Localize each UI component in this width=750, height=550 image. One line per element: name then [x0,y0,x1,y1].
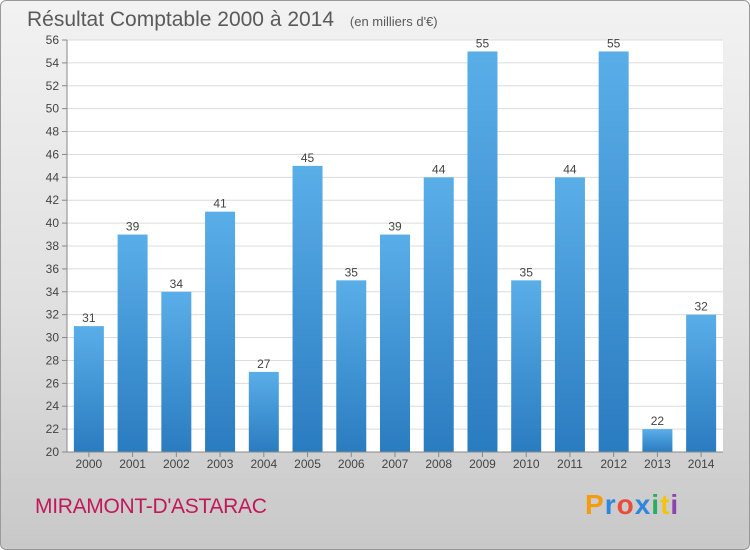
bar-value-label: 44 [563,162,577,176]
y-tick-label: 26 [46,376,60,390]
bar [336,280,367,452]
x-tick-label: 2010 [513,457,540,471]
bar [511,280,542,452]
bar-value-label: 35 [345,265,359,279]
bar-value-label: 22 [651,414,665,428]
bar-value-label: 55 [476,36,490,50]
y-tick-label: 32 [46,308,60,322]
y-tick-label: 52 [46,79,60,93]
y-tick-label: 24 [46,399,60,413]
bar [117,234,148,452]
logo-letter: o [616,489,635,520]
bar [642,429,673,452]
y-tick-label: 48 [46,125,60,139]
bar [423,177,454,453]
logo-letter: t [660,489,671,520]
bar [554,177,585,453]
bar-value-label: 35 [520,265,534,279]
logo-letter: i [670,489,680,520]
bar [205,211,236,452]
x-tick-label: 2004 [250,457,277,471]
bar [686,314,717,452]
y-tick-label: 38 [46,239,60,253]
bar-value-label: 41 [213,197,227,211]
y-tick-label: 34 [46,285,60,299]
bar-value-label: 44 [432,162,446,176]
bar-value-label: 32 [694,300,708,314]
bar [73,326,104,452]
x-tick-label: 2008 [425,457,452,471]
bar-value-label: 27 [257,357,271,371]
bar-value-label: 34 [170,277,184,291]
y-tick-label: 42 [46,193,60,207]
proxiti-logo: Proxiti [585,489,679,521]
y-tick-label: 36 [46,262,60,276]
bar-value-label: 39 [126,220,140,234]
bar-value-label: 39 [388,220,402,234]
bar [292,165,323,452]
x-tick-label: 2006 [338,457,365,471]
y-tick-label: 30 [46,331,60,345]
x-tick-label: 2000 [76,457,103,471]
x-tick-label: 2003 [207,457,234,471]
logo-letter: i [651,489,661,520]
y-tick-label: 50 [46,102,60,116]
chart-subtitle: (en milliers d'€) [349,14,438,29]
commune-name: MIRAMONT-D'ASTARAC [35,495,267,518]
bar [380,234,410,452]
x-tick-label: 2002 [163,457,190,471]
bar-value-label: 45 [301,151,315,165]
y-tick-label: 54 [46,56,60,70]
bar [161,291,192,452]
y-tick-label: 20 [46,445,60,459]
y-tick-label: 46 [46,147,60,161]
x-tick-label: 2011 [557,457,583,471]
logo-letter: r [604,489,617,520]
x-tick-label: 2009 [469,457,496,471]
x-tick-label: 2001 [119,457,146,471]
y-tick-label: 44 [46,170,60,184]
bar-value-label: 55 [607,36,621,50]
x-tick-label: 2014 [688,457,715,471]
y-tick-label: 22 [46,422,60,436]
bar [598,51,629,452]
x-tick-label: 2013 [644,457,671,471]
y-tick-label: 56 [46,33,60,47]
bar [248,371,279,452]
logo-letter: x [634,489,652,520]
y-tick-label: 40 [46,216,60,230]
x-tick-label: 2007 [382,457,409,471]
x-tick-label: 2005 [294,457,321,471]
bar [467,51,498,452]
chart-title: Résultat Comptable 2000 à 2014 (en milli… [27,8,438,32]
bar-value-label: 31 [82,311,96,325]
y-tick-label: 28 [46,353,60,367]
logo-letter: P [585,489,605,520]
x-tick-label: 2012 [600,457,627,471]
chart-title-text: Résultat Comptable 2000 à 2014 [27,8,335,31]
